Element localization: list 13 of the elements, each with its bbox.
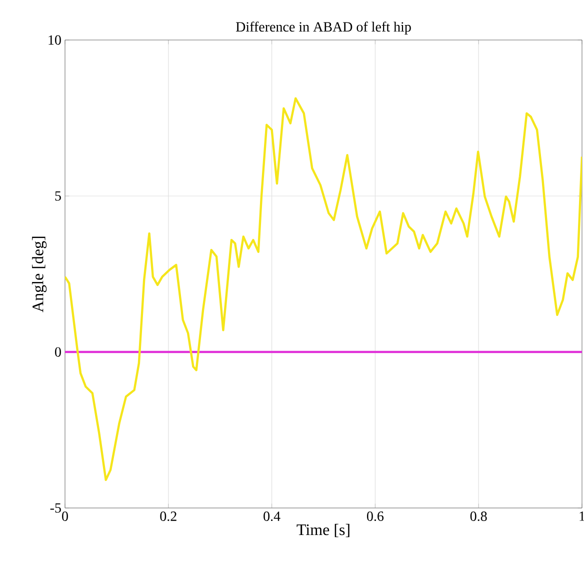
x-tick-label: 0.6 xyxy=(366,512,384,522)
line-series xyxy=(65,97,582,482)
x-tick-label: 0 xyxy=(62,512,68,521)
x-tick-label: 0.4 xyxy=(264,512,280,522)
y-axis-title: Angle [deg] xyxy=(32,236,47,312)
chart-title: Difference in ABAD of left hip xyxy=(236,22,411,34)
x-tick-label: 0.2 xyxy=(160,512,176,522)
y-tick-label: 5 xyxy=(55,191,61,201)
x-axis-title: Time [s] xyxy=(296,524,350,538)
x-tick-label: 0.8 xyxy=(470,512,487,522)
y-tick-label: -5 xyxy=(50,503,61,513)
y-tick-label: 0 xyxy=(55,347,61,357)
y-tick-label: 10 xyxy=(48,35,61,45)
